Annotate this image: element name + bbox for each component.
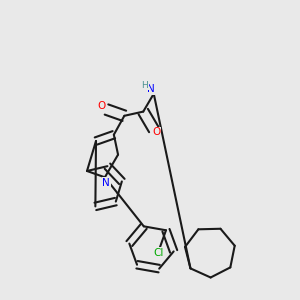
Text: O: O <box>98 101 106 112</box>
Text: Cl: Cl <box>153 248 164 258</box>
Text: H: H <box>141 81 148 90</box>
Text: O: O <box>153 128 161 137</box>
Text: N: N <box>147 84 154 94</box>
Text: N: N <box>103 178 110 188</box>
